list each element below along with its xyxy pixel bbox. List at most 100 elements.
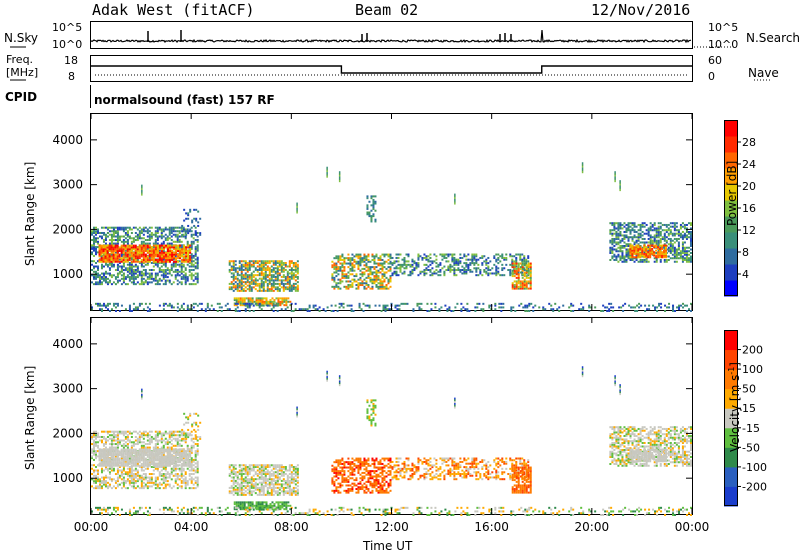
power-cell [425, 269, 428, 272]
power-cell [186, 242, 189, 245]
power-cell [134, 260, 137, 263]
power-cell [148, 269, 151, 272]
power-cell [669, 250, 672, 253]
power-cell [270, 284, 273, 287]
power-cell [234, 268, 237, 271]
power-cell [403, 267, 406, 270]
power-cell [296, 268, 299, 271]
power-cell [114, 250, 117, 253]
power-cell [142, 260, 145, 263]
power-cell [272, 267, 275, 270]
power-cell [258, 268, 261, 271]
power-cell [182, 274, 185, 277]
power-cell [166, 269, 169, 272]
power-cell [683, 225, 686, 228]
power-cell [647, 254, 650, 257]
power-cell [521, 280, 524, 283]
power-cell [228, 282, 231, 285]
power-cell [166, 253, 169, 256]
velocity-cell [96, 444, 99, 447]
power-cell [374, 195, 377, 198]
power-cell [96, 251, 99, 254]
power-cell [91, 247, 93, 250]
power-cell [627, 229, 630, 232]
power-cell [246, 267, 249, 270]
power-cell [499, 260, 502, 263]
power-cell [525, 266, 528, 269]
power-cell [615, 248, 618, 251]
velocity-cell [178, 439, 181, 442]
power-cell [250, 282, 253, 285]
velocity-cell [184, 480, 187, 483]
power-cell [532, 310, 535, 312]
power-cell [381, 280, 384, 283]
power-cell [116, 257, 119, 260]
power-cell [519, 256, 522, 259]
power-cell [96, 242, 99, 245]
power-cell [169, 251, 172, 254]
power-cell [515, 282, 518, 285]
power-cell [657, 234, 660, 237]
power-cell [631, 256, 634, 259]
velocity-cell [182, 430, 185, 433]
power-cell [374, 200, 377, 203]
power-cell [372, 204, 375, 207]
power-cell [244, 281, 247, 284]
power-cell [126, 276, 129, 279]
power-cell [365, 269, 368, 272]
power-cell [267, 300, 270, 303]
power-cell [274, 275, 277, 278]
power-cell [240, 263, 243, 266]
velocity-cell [190, 487, 193, 490]
power-cell [130, 263, 133, 266]
velocity-cell [112, 437, 115, 440]
power-cell [554, 302, 557, 305]
power-cell [138, 261, 141, 264]
power-cell [180, 235, 183, 238]
power-cell [236, 267, 239, 270]
power-cell [687, 246, 690, 249]
power-cell [152, 265, 155, 268]
power-cell [183, 246, 186, 249]
power-cell [454, 197, 456, 200]
power-cell [194, 302, 197, 305]
velocity-cell [182, 474, 185, 477]
power-cell [288, 265, 291, 268]
velocity-cell [192, 441, 195, 444]
power-cell [96, 302, 99, 305]
power-cell [439, 269, 442, 272]
power-cell [521, 270, 524, 273]
power-cell [126, 283, 129, 286]
velocity-cell [100, 487, 103, 490]
power-cell [479, 256, 482, 259]
power-cell [277, 299, 280, 302]
power-cell [141, 188, 143, 191]
power-cell [104, 258, 107, 261]
power-cell [158, 267, 161, 270]
power-cell [527, 276, 530, 279]
power-cell [525, 269, 528, 272]
power-cell [124, 249, 127, 252]
power-cell [425, 267, 428, 270]
power-cell [146, 263, 149, 266]
power-cell [286, 275, 289, 278]
velocity-cell [126, 434, 129, 437]
power-cell [276, 265, 279, 268]
velocity-cell [118, 465, 121, 468]
power-cell [677, 246, 680, 249]
velocity-cell [120, 469, 123, 472]
power-cell [675, 253, 678, 256]
power-cell [447, 260, 450, 263]
velocity-cell [128, 474, 131, 477]
power-cell [234, 270, 237, 273]
power-cell [513, 284, 516, 287]
power-cell [548, 302, 551, 305]
power-cell [335, 262, 338, 265]
power-cell [389, 267, 392, 270]
power-cell [92, 254, 95, 257]
power-cell [110, 250, 113, 253]
velocity-cell [168, 441, 171, 444]
power-cell [142, 265, 145, 268]
power-cell [651, 251, 654, 254]
power-cell [126, 233, 129, 236]
